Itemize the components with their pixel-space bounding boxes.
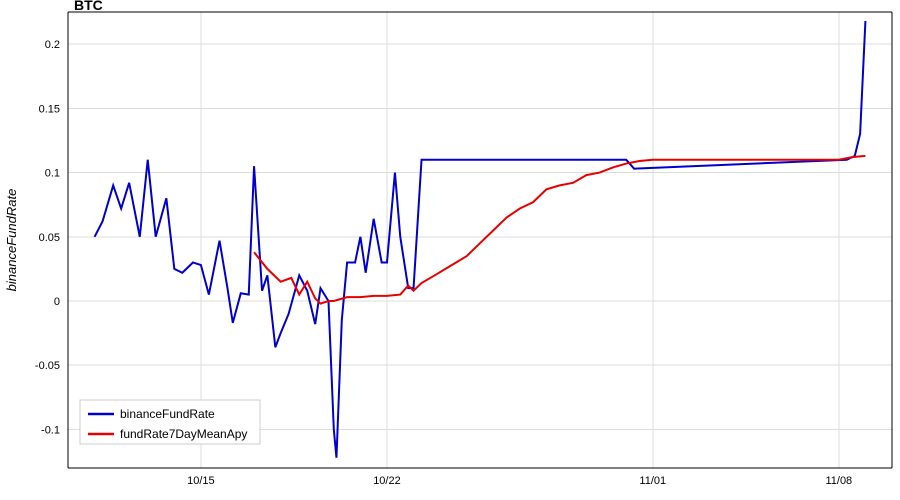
- legend-label: binanceFundRate: [120, 407, 215, 421]
- chart-title: BTC: [74, 0, 103, 13]
- y-tick-label: 0: [54, 296, 60, 308]
- x-tick-label: 11/08: [825, 475, 852, 487]
- y-tick-label: 0.2: [45, 39, 60, 51]
- x-tick-label: 10/22: [373, 475, 401, 487]
- y-tick-label: -0.1: [41, 424, 60, 436]
- series-binanceFundRate: [95, 21, 866, 458]
- y-tick-label: 0.1: [45, 168, 60, 180]
- x-tick-label: 11/01: [639, 475, 666, 487]
- legend-label: fundRate7DayMeanApy: [120, 427, 247, 441]
- y-tick-label: 0.05: [39, 232, 60, 244]
- y-axis-label: binanceFundRate: [4, 189, 19, 292]
- chart-container: -0.1 -0.05 0 0.05 0.1 0.15 0.2 10/15 10/22 11/01 1…: [0, 0, 900, 500]
- y-tick-label: 0.15: [39, 103, 60, 115]
- chart-svg: -0.1 -0.05 0 0.05 0.1 0.15 0.2 10/15 10/22 11/01 1…: [0, 0, 900, 500]
- x-tick-label: 10/15: [187, 475, 215, 487]
- y-tick-label: -0.05: [35, 360, 60, 372]
